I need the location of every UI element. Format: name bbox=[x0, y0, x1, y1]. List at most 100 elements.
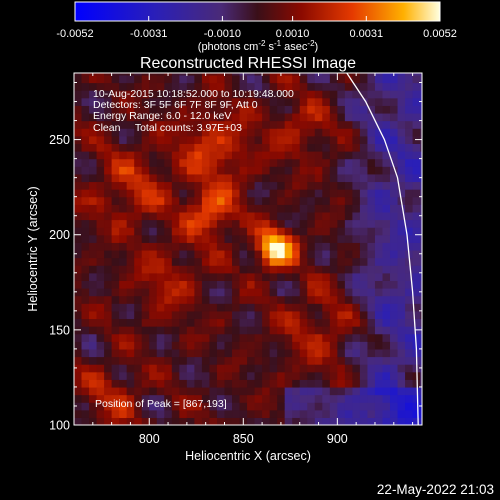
heatmap-cell bbox=[284, 143, 293, 152]
heatmap-cell bbox=[89, 234, 98, 243]
heatmap-cell bbox=[89, 120, 98, 129]
heatmap-cell bbox=[420, 409, 422, 418]
heatmap-cell bbox=[397, 356, 406, 365]
heatmap-cell bbox=[232, 356, 241, 365]
heatmap-cell bbox=[232, 143, 241, 152]
heatmap-cell bbox=[322, 318, 331, 327]
heatmap-cell bbox=[412, 409, 421, 418]
colorbar-units-label: (photons cm-2 s-1 asec-2) bbox=[198, 39, 318, 53]
heatmap-cell bbox=[254, 417, 263, 425]
heatmap-cell bbox=[367, 341, 376, 350]
heatmap-cell bbox=[262, 120, 271, 129]
heatmap-cell bbox=[171, 249, 180, 259]
heatmap-cell bbox=[299, 242, 308, 251]
heatmap-cell bbox=[314, 371, 323, 380]
heatmap-cell bbox=[254, 74, 263, 84]
heatmap-cell bbox=[141, 120, 150, 129]
heatmap-cell bbox=[307, 196, 316, 205]
heatmap-cell bbox=[254, 333, 263, 342]
heatmap-cell bbox=[149, 211, 158, 221]
heatmap-cell bbox=[96, 364, 105, 373]
heatmap-cell bbox=[262, 386, 271, 396]
heatmap-cell bbox=[390, 189, 399, 198]
heatmap-cell bbox=[307, 303, 316, 312]
heatmap-cell bbox=[179, 128, 188, 137]
heatmap-cell bbox=[119, 364, 128, 373]
heatmap-cell bbox=[96, 280, 105, 289]
heatmap-cell bbox=[390, 143, 399, 152]
heatmap-cell bbox=[194, 249, 203, 259]
heatmap-cell bbox=[209, 82, 218, 91]
heatmap-cell bbox=[397, 326, 406, 335]
heatmap-cell bbox=[322, 219, 331, 228]
heatmap-cell bbox=[126, 82, 135, 91]
heatmap-cell bbox=[405, 234, 414, 243]
heatmap-cell bbox=[344, 143, 353, 152]
heatmap-cell bbox=[216, 135, 226, 144]
heatmap-cell bbox=[269, 166, 278, 175]
heatmap-cell bbox=[374, 105, 384, 114]
heatmap-cell bbox=[344, 128, 353, 137]
heatmap-cell bbox=[374, 90, 384, 99]
heatmap-cell bbox=[171, 326, 180, 335]
heatmap-cell bbox=[277, 280, 286, 289]
heatmap-cell bbox=[186, 97, 195, 106]
heatmap-cell bbox=[262, 74, 271, 84]
heatmap-cell bbox=[239, 143, 248, 152]
heatmap-cell bbox=[367, 371, 376, 380]
heatmap-cell bbox=[111, 288, 120, 297]
heatmap-cell bbox=[344, 333, 353, 342]
heatmap-cell bbox=[277, 417, 286, 425]
heatmap-cell bbox=[111, 356, 120, 365]
heatmap-cell bbox=[322, 128, 331, 137]
heatmap-cell bbox=[89, 333, 98, 342]
heatmap-cell bbox=[307, 257, 316, 266]
heatmap-cell bbox=[201, 402, 211, 411]
heatmap-cell bbox=[254, 90, 263, 99]
heatmap-cell bbox=[412, 181, 421, 190]
heatmap-cell bbox=[420, 204, 422, 213]
heatmap-cell bbox=[194, 295, 203, 304]
heatmap-cell bbox=[111, 227, 120, 236]
heatmap-cell bbox=[352, 105, 361, 114]
heatmap-cell bbox=[81, 82, 90, 91]
heatmap-cell bbox=[299, 128, 308, 137]
heatmap-cell bbox=[126, 402, 135, 411]
heatmap-cell bbox=[156, 288, 165, 297]
heatmap-cell bbox=[344, 371, 353, 380]
heatmap-cell bbox=[209, 158, 218, 167]
heatmap-cell bbox=[119, 227, 128, 236]
heatmap-cell bbox=[352, 120, 361, 129]
heatmap-cell bbox=[382, 249, 391, 259]
heatmap-cell bbox=[134, 265, 143, 274]
heatmap-cell bbox=[367, 249, 376, 259]
heatmap-cell bbox=[239, 402, 248, 411]
heatmap-cell bbox=[390, 333, 399, 342]
heatmap-cell bbox=[74, 402, 83, 411]
heatmap-cell bbox=[201, 204, 211, 213]
heatmap-cell bbox=[209, 120, 218, 129]
heatmap-cell bbox=[179, 120, 188, 129]
heatmap-cell bbox=[209, 417, 218, 425]
heatmap-cell bbox=[405, 135, 414, 144]
heatmap-cell bbox=[314, 234, 323, 243]
heatmap-cell bbox=[405, 417, 414, 425]
heatmap-cell bbox=[111, 196, 120, 205]
heatmap-cell bbox=[179, 158, 188, 167]
heatmap-cell bbox=[126, 234, 135, 243]
heatmap-cell bbox=[156, 318, 165, 327]
heatmap-cell bbox=[254, 128, 263, 137]
heatmap-cell bbox=[284, 128, 293, 137]
heatmap-cell bbox=[171, 234, 180, 243]
heatmap-cell bbox=[134, 417, 143, 425]
heatmap-cell bbox=[292, 333, 301, 342]
heatmap-cell bbox=[164, 196, 173, 205]
heatmap-cell bbox=[74, 417, 83, 425]
heatmap-cell bbox=[164, 82, 173, 91]
heatmap-cell bbox=[329, 173, 338, 183]
heatmap-cell bbox=[186, 189, 195, 198]
heatmap-cell bbox=[277, 402, 286, 411]
heatmap-cell bbox=[262, 143, 271, 152]
heatmap-cell bbox=[269, 265, 278, 274]
heatmap-cell bbox=[412, 211, 421, 221]
